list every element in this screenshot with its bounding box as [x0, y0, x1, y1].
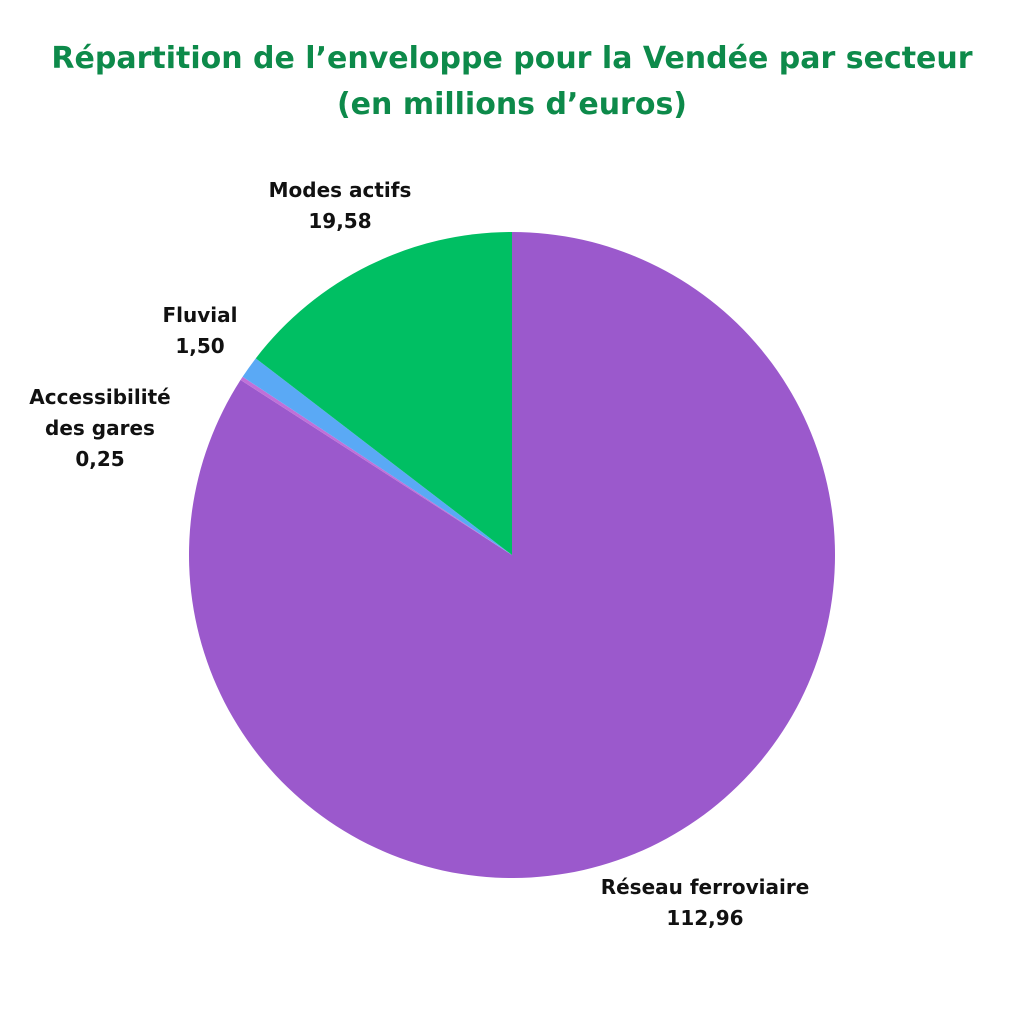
label-modes-actifs: Modes actifs 19,58	[240, 175, 440, 237]
chart-title-line1: Répartition de l’enveloppe pour la Vendé…	[51, 41, 973, 76]
slice-modes-actifs	[255, 232, 512, 555]
chart-title: Répartition de l’enveloppe pour la Vendé…	[0, 36, 1024, 128]
chart-subtitle: (en millions d’euros)	[336, 87, 688, 122]
label-fluvial-value: 1,50	[175, 334, 225, 358]
slice-reseau-ferroviaire	[189, 232, 836, 878]
label-accessibilite-value: 0,25	[75, 447, 125, 471]
label-accessibilite-line1: Accessibilité	[29, 385, 171, 409]
slice-fluvial	[242, 358, 512, 555]
label-reseau-ferroviaire-name: Réseau ferroviaire	[600, 875, 810, 899]
label-accessibilite-des-gares: Accessibilité des gares 0,25	[10, 382, 190, 475]
label-fluvial-name: Fluvial	[162, 303, 238, 327]
label-accessibilite-line2: des gares	[45, 416, 155, 440]
label-modes-actifs-name: Modes actifs	[268, 178, 412, 202]
slice-accessibilite-des-gares	[240, 376, 513, 555]
label-reseau-ferroviaire-value: 112,96	[666, 906, 744, 930]
label-reseau-ferroviaire: Réseau ferroviaire 112,96	[585, 872, 825, 934]
label-fluvial: Fluvial 1,50	[140, 300, 260, 362]
label-modes-actifs-value: 19,58	[308, 209, 372, 233]
